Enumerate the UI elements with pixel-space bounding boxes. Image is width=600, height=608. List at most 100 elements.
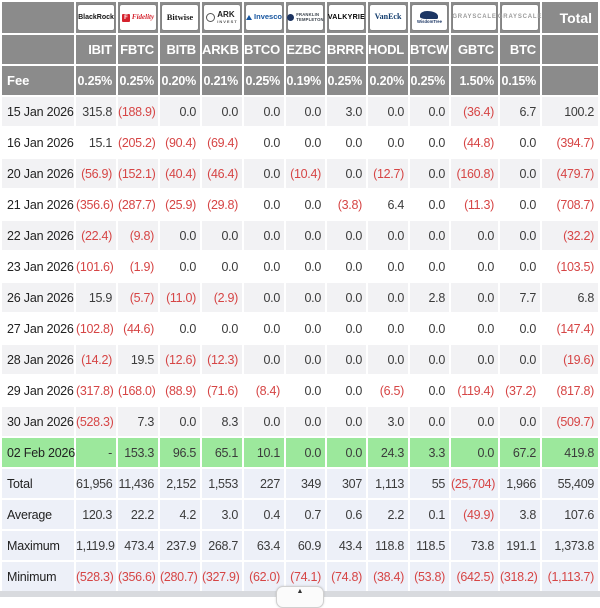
flow-row: 21 Jan 2026 (356.6) (287.7) (25.9) (29.8) 0.0… (2, 190, 598, 219)
flow-value: 0.0 (410, 314, 449, 343)
flow-value: (356.6) (76, 190, 116, 219)
flow-value: 0.0 (500, 314, 540, 343)
flow-value: 0.0 (500, 128, 540, 157)
flow-value: (152.1) (118, 159, 158, 188)
summary-value: (318.2) (500, 562, 540, 591)
flow-value: 0.0 (368, 345, 408, 374)
flow-value: 0.0 (451, 252, 498, 281)
flow-value: (394.7) (542, 128, 598, 157)
flow-value: 6.7 (500, 97, 540, 126)
flow-value: 7.7 (500, 283, 540, 312)
fee-value: 0.25% (244, 66, 284, 95)
blackrock-logo: BlackRock (77, 5, 115, 30)
flow-value: (147.4) (542, 314, 598, 343)
flow-value: 0.0 (286, 376, 325, 405)
ticker-ibit: IBIT (76, 35, 116, 64)
flow-value: (9.8) (118, 221, 158, 250)
flow-value: (71.6) (202, 376, 242, 405)
flow-row: 30 Jan 2026 (528.3) 7.3 0.0 8.3 0.0 0.0 0.0 3.0 0… (2, 407, 598, 436)
fee-value: 0.25% (410, 66, 449, 95)
invesco-logo: Invesco (245, 5, 283, 30)
flow-value: 0.0 (160, 252, 200, 281)
summary-value: 107.6 (542, 500, 598, 529)
ticker-row: IBIT FBTC BITB ARKB BTCO EZBC BRRR HODL BTCW GBTC… (2, 35, 598, 64)
summary-value: (356.6) (118, 562, 158, 591)
wisdomtree-swoosh-icon (420, 10, 439, 19)
table-corner (2, 2, 74, 33)
flow-value: (205.2) (118, 128, 158, 157)
summary-value: 63.4 (244, 531, 284, 560)
flow-value: 0.0 (410, 252, 449, 281)
date-cell: 26 Jan 2026 (2, 283, 74, 312)
summary-row-total: Total 61,956 11,436 2,152 1,553 227 349 307 1,11… (2, 469, 598, 498)
date-cell: 23 Jan 2026 (2, 252, 74, 281)
flow-value: 0.0 (500, 221, 540, 250)
ticker-btc: BTC (500, 35, 540, 64)
fee-value: 0.15% (500, 66, 540, 95)
flow-value: 0.0 (410, 159, 449, 188)
fee-value: 0.25% (327, 66, 366, 95)
flow-value: (36.4) (451, 97, 498, 126)
flow-value: 0.0 (368, 283, 408, 312)
summary-value: 4.2 (160, 500, 200, 529)
summary-value: 191.1 (500, 531, 540, 560)
flow-value: 0.0 (368, 221, 408, 250)
flow-value: (103.5) (542, 252, 598, 281)
flow-value: 0.0 (160, 407, 200, 436)
flow-value: 0.0 (286, 283, 325, 312)
flow-row: 23 Jan 2026 (101.6) (1.9) 0.0 0.0 0.0 0.0 0.0 0.… (2, 252, 598, 281)
summary-value: 120.3 (76, 500, 116, 529)
flow-value: 0.0 (410, 97, 449, 126)
flow-value: (102.8) (76, 314, 116, 343)
fee-value: 1.50% (451, 66, 498, 95)
flow-value: 0.0 (327, 314, 366, 343)
flow-value: 96.5 (160, 438, 200, 467)
flow-value: (46.4) (202, 159, 242, 188)
flow-value: (6.5) (368, 376, 408, 405)
flow-value: 0.0 (244, 345, 284, 374)
flow-value: 3.0 (368, 407, 408, 436)
summary-value: 1,966 (500, 469, 540, 498)
fee-value: 0.20% (160, 66, 200, 95)
flow-value: 67.2 (500, 438, 540, 467)
flow-value: (817.8) (542, 376, 598, 405)
wisdomtree-logo: WisdomTree (411, 5, 448, 30)
date-cell: 27 Jan 2026 (2, 314, 74, 343)
flow-value: 0.0 (286, 97, 325, 126)
ticker-btco: BTCO (244, 35, 284, 64)
flow-value: (90.4) (160, 128, 200, 157)
flow-value: 0.0 (410, 345, 449, 374)
summary-value: 60.9 (286, 531, 325, 560)
flow-value: 0.0 (202, 97, 242, 126)
flow-value: 0.0 (451, 407, 498, 436)
invesco-triangle-icon (246, 15, 253, 20)
date-cell: 30 Jan 2026 (2, 407, 74, 436)
flow-value: (317.8) (76, 376, 116, 405)
flow-value: (14.2) (76, 345, 116, 374)
flow-value: 15.9 (76, 283, 116, 312)
flow-value: 0.0 (327, 252, 366, 281)
ticker-ezbc: EZBC (286, 35, 325, 64)
flow-value: 0.0 (244, 97, 284, 126)
flow-value: 0.0 (451, 221, 498, 250)
flow-value: 315.8 (76, 97, 116, 126)
scroll-top-button[interactable] (276, 586, 324, 608)
footer-strip (0, 586, 600, 608)
summary-value: 2,152 (160, 469, 200, 498)
total-header-label: Total (542, 2, 598, 33)
summary-row-maximum: Maximum 1,119.9 473.4 237.9 268.7 63.4 60.9 43.… (2, 531, 598, 560)
flow-value: (88.9) (160, 376, 200, 405)
summary-value: (280.7) (160, 562, 200, 591)
summary-value: 61,956 (76, 469, 116, 498)
chevron-up-icon (297, 587, 304, 596)
flow-row: 26 Jan 2026 15.9 (5.7) (11.0) (2.9) 0.0 0.0 0.0… (2, 283, 598, 312)
fee-row: Fee 0.25% 0.25% 0.20% 0.21% 0.25% 0.19% 0.25% 0.… (2, 66, 598, 95)
flow-value: 0.0 (244, 128, 284, 157)
flow-value: 0.0 (160, 314, 200, 343)
flow-value: 0.0 (451, 438, 498, 467)
flow-value: 0.0 (500, 190, 540, 219)
flow-value: 0.0 (202, 314, 242, 343)
etf-flow-table-body: BlackRockFidelityBitwiseARKINVESTInvesco… (2, 2, 598, 591)
fee-value: 0.25% (118, 66, 158, 95)
flow-value: 0.0 (160, 97, 200, 126)
